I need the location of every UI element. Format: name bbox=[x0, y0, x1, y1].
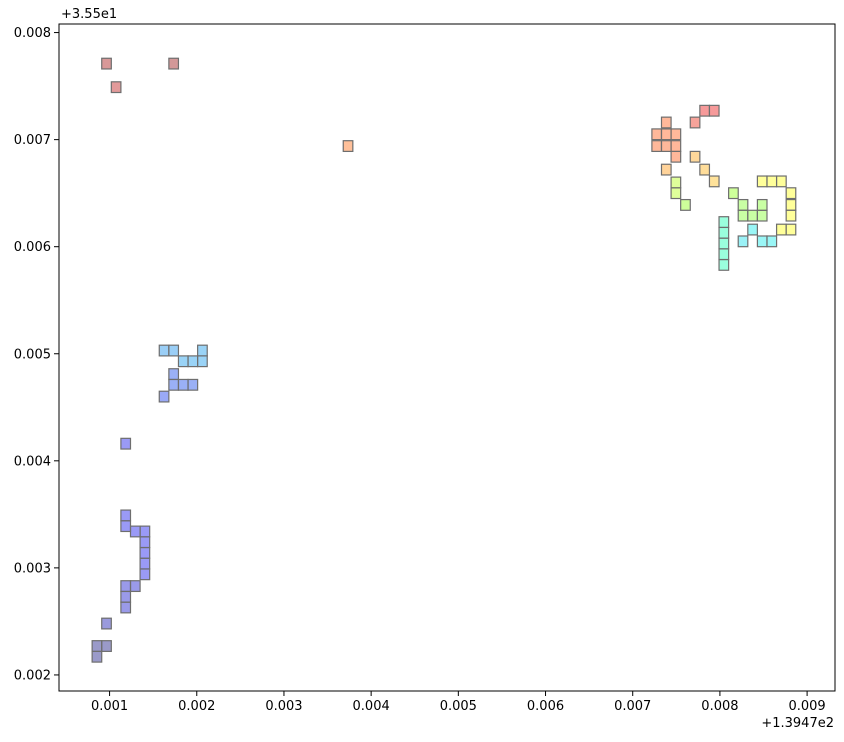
data-cell bbox=[728, 187, 739, 200]
data-cell bbox=[139, 525, 151, 538]
data-cell bbox=[766, 175, 778, 188]
data-cell bbox=[129, 525, 141, 538]
y-tick-label: 0.002 bbox=[14, 668, 51, 683]
data-cell bbox=[737, 235, 749, 248]
x-tick-label: 0.003 bbox=[265, 699, 302, 714]
data-cell bbox=[775, 223, 787, 236]
plot-frame bbox=[58, 23, 836, 692]
data-cell bbox=[756, 175, 768, 188]
data-cell bbox=[91, 640, 103, 652]
data-cell bbox=[699, 163, 711, 176]
y-offset-label: +3.55e1 bbox=[61, 7, 117, 22]
y-axis: 0.002 0.003 0.004 0.005 0.006 0.007 0.008 bbox=[14, 26, 59, 683]
data-cell bbox=[177, 378, 189, 391]
x-tick-label: 0.008 bbox=[701, 699, 738, 714]
data-cell bbox=[660, 128, 672, 141]
y-tick-label: 0.007 bbox=[14, 133, 51, 148]
data-cell bbox=[785, 223, 797, 236]
data-cell bbox=[91, 650, 103, 663]
data-cell bbox=[756, 198, 768, 211]
data-cell bbox=[718, 226, 730, 239]
data-cell bbox=[775, 175, 787, 188]
data-cell bbox=[168, 57, 180, 70]
data-cell bbox=[756, 235, 768, 248]
x-offset-label: +1.3947e2 bbox=[761, 716, 834, 731]
x-tick-label: 0.004 bbox=[353, 699, 390, 714]
data-cell bbox=[651, 128, 663, 141]
data-cell bbox=[177, 355, 189, 368]
data-cell bbox=[120, 601, 132, 614]
data-cell bbox=[689, 150, 701, 163]
data-cell bbox=[737, 209, 749, 222]
data-cell bbox=[699, 104, 711, 117]
data-cell bbox=[129, 580, 141, 593]
data-cell bbox=[785, 198, 797, 211]
data-cell bbox=[660, 140, 672, 153]
data-cell bbox=[120, 509, 132, 522]
data-cell bbox=[651, 140, 663, 153]
y-tick-label: 0.008 bbox=[14, 26, 51, 41]
data-cell bbox=[737, 198, 749, 211]
data-cell bbox=[670, 187, 682, 200]
data-cell bbox=[718, 258, 730, 271]
data-cell bbox=[168, 378, 180, 391]
y-tick-label: 0.004 bbox=[14, 454, 51, 469]
data-cell bbox=[101, 57, 112, 70]
data-cell bbox=[101, 617, 112, 630]
y-tick-label: 0.003 bbox=[14, 561, 51, 576]
x-tick-label: 0.002 bbox=[178, 699, 215, 714]
data-cell bbox=[139, 546, 151, 559]
data-cell bbox=[747, 209, 758, 222]
data-cell bbox=[747, 223, 758, 236]
data-cell bbox=[120, 590, 132, 603]
x-tick-label: 0.006 bbox=[527, 699, 564, 714]
x-tick-label: 0.005 bbox=[440, 699, 477, 714]
data-cell bbox=[785, 187, 797, 200]
data-cell bbox=[342, 140, 354, 153]
data-cell bbox=[197, 344, 208, 357]
x-axis: 0.001 0.002 0.003 0.004 0.005 0.006 0.007 0.008… bbox=[91, 691, 826, 714]
x-tick-label: 0.007 bbox=[614, 699, 651, 714]
data-cell bbox=[168, 368, 180, 381]
data-cell bbox=[756, 209, 768, 222]
data-cell bbox=[197, 355, 208, 368]
data-cell bbox=[168, 344, 180, 357]
data-cell bbox=[139, 536, 151, 549]
data-cell bbox=[680, 198, 691, 211]
data-cell bbox=[101, 640, 112, 652]
y-tick-label: 0.005 bbox=[14, 347, 51, 362]
x-tick-label: 0.009 bbox=[788, 699, 825, 714]
data-cell bbox=[689, 116, 701, 129]
data-cell bbox=[187, 378, 199, 391]
y-tick-label: 0.006 bbox=[14, 240, 51, 255]
data-cell bbox=[139, 557, 151, 570]
data-cell bbox=[670, 176, 682, 189]
data-cell bbox=[139, 568, 151, 581]
data-cell bbox=[670, 140, 682, 153]
data-cell bbox=[120, 520, 132, 533]
data-cell bbox=[158, 344, 170, 357]
data-cells bbox=[91, 57, 797, 663]
data-cell bbox=[120, 437, 132, 450]
data-cell bbox=[187, 355, 199, 368]
data-cell bbox=[766, 235, 778, 248]
data-cell bbox=[718, 248, 730, 261]
x-tick-label: 0.001 bbox=[91, 699, 128, 714]
data-cell bbox=[660, 116, 672, 129]
data-cell bbox=[670, 150, 682, 163]
data-cell bbox=[718, 216, 730, 229]
data-cell bbox=[158, 390, 170, 403]
data-cell bbox=[660, 163, 672, 176]
data-cell bbox=[718, 237, 730, 250]
data-cell bbox=[670, 128, 682, 141]
data-cell bbox=[120, 580, 132, 593]
data-cell bbox=[785, 209, 797, 222]
data-cell bbox=[708, 175, 720, 188]
data-cell bbox=[110, 81, 122, 94]
data-cell bbox=[708, 104, 720, 117]
